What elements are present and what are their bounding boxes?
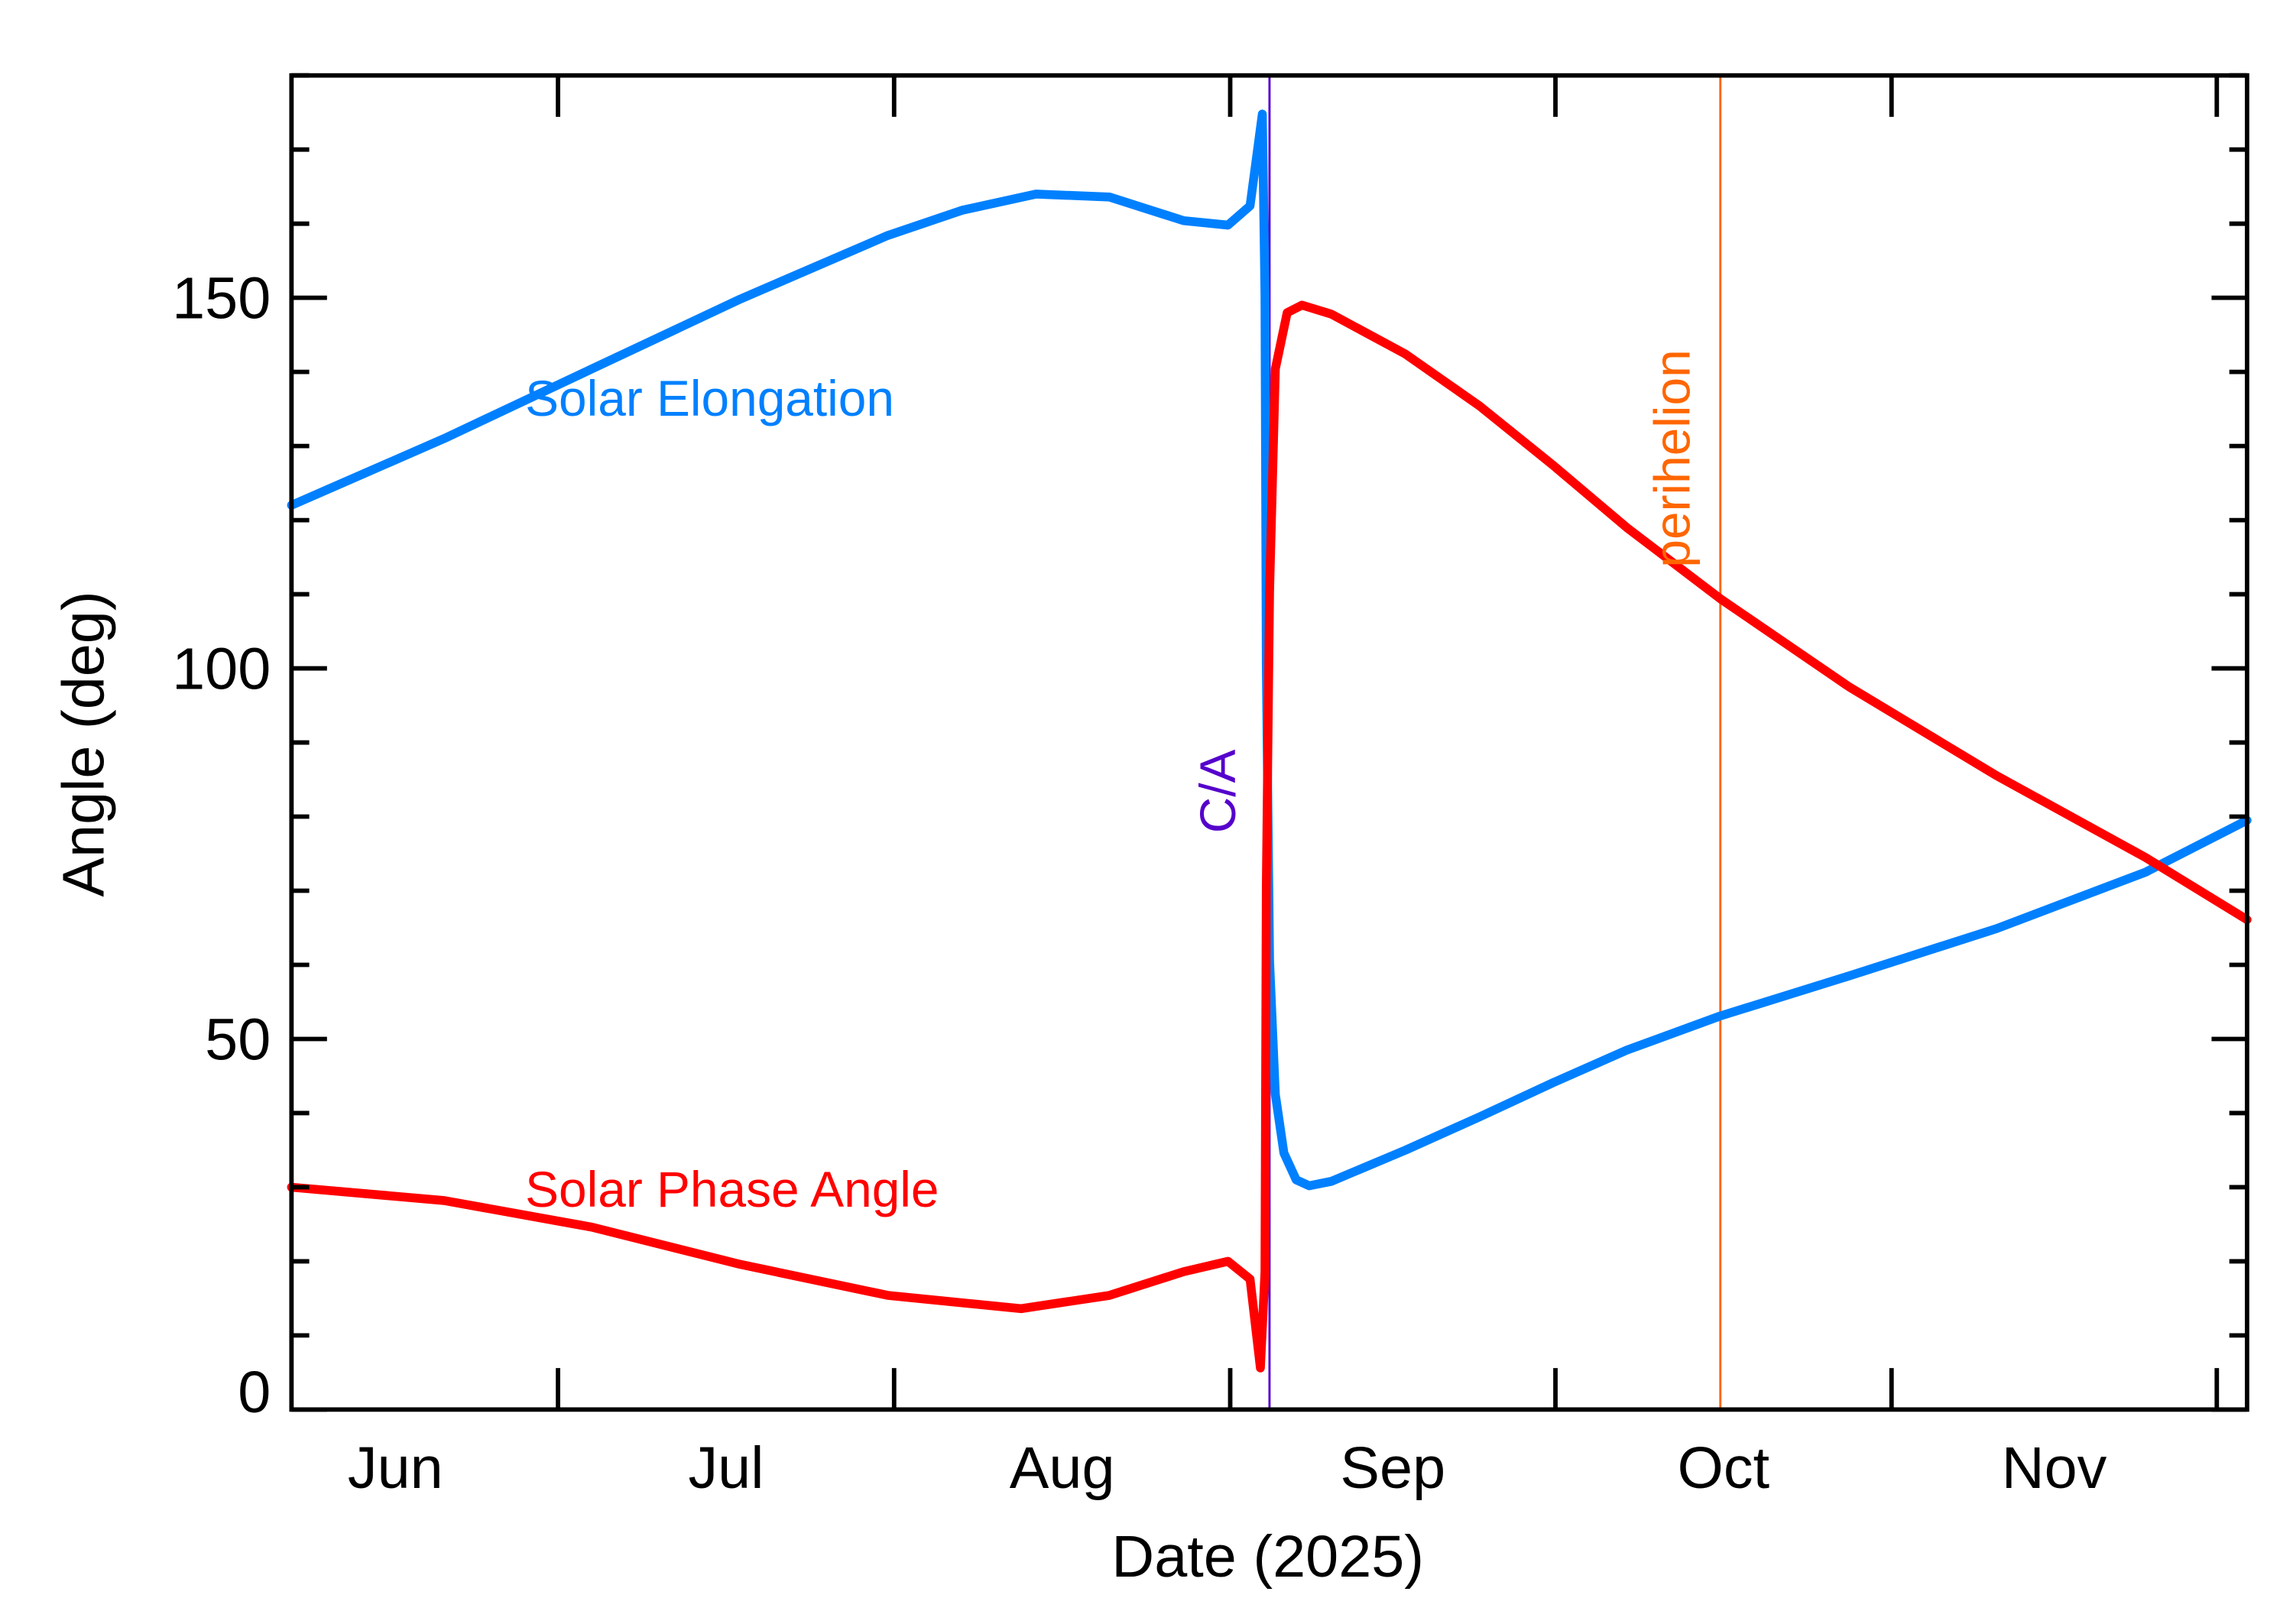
- y-tick-label: 50: [205, 1007, 271, 1073]
- perihelion-label: perihelion: [1643, 349, 1700, 567]
- y-tick-label: 0: [238, 1360, 271, 1425]
- plot-frame: [289, 73, 2249, 1412]
- x-axis-title: Date (2025): [1111, 1524, 1424, 1590]
- series-label-elongation: Solar Elongation: [525, 370, 894, 426]
- x-tick-label: Jul: [688, 1435, 764, 1501]
- x-tick-label: Aug: [1010, 1435, 1115, 1501]
- y-tick-label: 100: [172, 637, 271, 702]
- y-axis-title: Angle (deg): [51, 591, 117, 896]
- x-tick-label: Nov: [2002, 1435, 2107, 1501]
- x-tick-label: Jun: [348, 1435, 443, 1501]
- series-label-phase: Solar Phase Angle: [525, 1161, 939, 1217]
- x-tick-label: Oct: [1678, 1435, 1769, 1501]
- series-line-phase: [287, 300, 2252, 1373]
- y-tick-label: 150: [172, 266, 271, 332]
- ca-label: C/A: [1189, 749, 1246, 833]
- x-tick-label: Sep: [1340, 1435, 1445, 1501]
